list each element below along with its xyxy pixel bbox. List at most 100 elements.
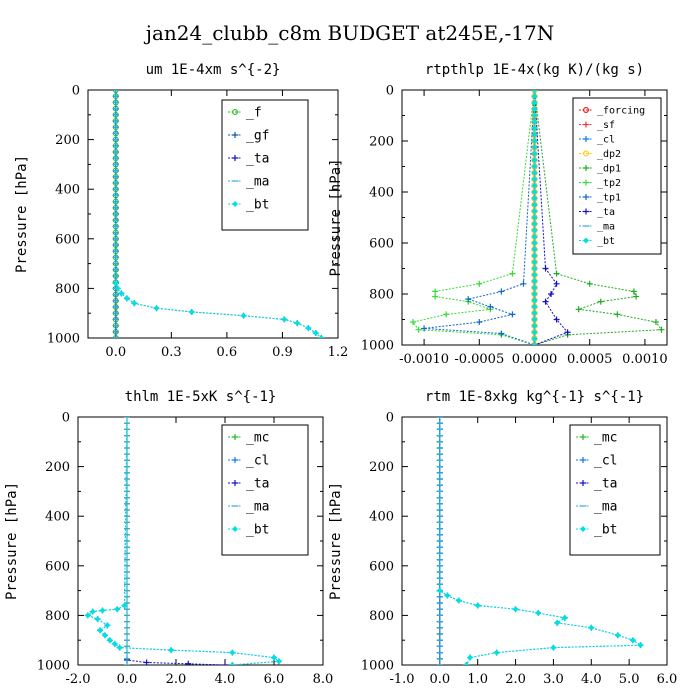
legend-entry: _mc bbox=[576, 431, 617, 446]
legend-label: _bt bbox=[246, 198, 269, 213]
legend-label: _mc bbox=[594, 431, 617, 446]
series-point bbox=[106, 637, 113, 644]
legend-label: _mc bbox=[246, 431, 269, 446]
series-point bbox=[509, 270, 516, 277]
series-point bbox=[520, 280, 527, 287]
x-tick-label: 1.0 bbox=[467, 672, 488, 687]
series-point bbox=[658, 326, 665, 333]
series-point bbox=[531, 90, 538, 93]
y-tick-label: 400 bbox=[369, 186, 394, 201]
series-point bbox=[89, 608, 96, 615]
series-point bbox=[99, 607, 106, 614]
legend-entry: _ta bbox=[228, 477, 269, 492]
legend-marker bbox=[232, 109, 238, 115]
legend-label: _ma bbox=[597, 222, 615, 233]
series-point bbox=[561, 614, 568, 621]
series-point bbox=[84, 612, 91, 619]
legend-label: _ta bbox=[594, 477, 617, 492]
y-tick-label: 200 bbox=[369, 135, 394, 150]
legend-box bbox=[572, 97, 662, 255]
series-point bbox=[467, 654, 474, 661]
x-tick-label: 0.0010 bbox=[622, 352, 668, 367]
legend-entry: _forcing bbox=[579, 106, 645, 117]
legend-entry: _dp2 bbox=[579, 149, 621, 160]
series-point bbox=[229, 662, 236, 665]
legend-entry: _bt bbox=[228, 198, 269, 213]
legend-entry: _ta bbox=[228, 152, 269, 167]
series-point bbox=[104, 622, 111, 629]
y-tick-label: 0 bbox=[62, 411, 70, 426]
panel-2: rtpthlp 1E-4x(kg K)/(kg s) Pressure [hPa]… bbox=[328, 62, 668, 367]
series-line bbox=[534, 90, 569, 345]
series-tp1 bbox=[421, 90, 538, 345]
legend: _mc _cl _ta _ma _bt bbox=[221, 424, 309, 556]
y-tick-label: 400 bbox=[369, 510, 394, 525]
series-bt bbox=[436, 417, 644, 665]
legend-marker bbox=[232, 132, 238, 138]
y-tick-label: 800 bbox=[369, 288, 394, 303]
legend-label: _dp2 bbox=[597, 149, 621, 160]
series-point bbox=[318, 335, 325, 338]
y-tick-label: 800 bbox=[45, 609, 70, 624]
series-point bbox=[111, 640, 118, 647]
series-ta bbox=[531, 90, 571, 345]
series-point bbox=[548, 291, 555, 297]
panel-title: thlm 1E-5xK s^{-1} bbox=[125, 389, 277, 405]
legend-marker bbox=[583, 150, 589, 157]
series-point bbox=[614, 311, 621, 318]
series-point bbox=[531, 342, 538, 345]
legend-entry: _ma bbox=[228, 175, 269, 190]
series-point bbox=[531, 252, 538, 259]
series-tp2 bbox=[410, 90, 538, 345]
y-axis-label: Pressure [hPa] bbox=[4, 482, 20, 600]
legend-entry: _sf bbox=[579, 120, 615, 131]
legend-entry: _ma bbox=[228, 500, 269, 515]
series-point bbox=[436, 587, 443, 594]
panel-3: thlm 1E-5xK s^{-1} Pressure [hPa] 0 200 400 6… bbox=[4, 389, 333, 687]
series-point bbox=[443, 311, 450, 318]
series-point bbox=[531, 106, 538, 113]
legend-entry: _tp1 bbox=[579, 193, 621, 204]
series-point bbox=[531, 163, 538, 170]
y-tick-label: 200 bbox=[369, 460, 394, 475]
series-bt bbox=[531, 90, 538, 345]
series-point bbox=[229, 649, 236, 656]
legend-label: _sf bbox=[597, 120, 615, 131]
legend-entry: _ma bbox=[579, 222, 615, 233]
series-point bbox=[498, 288, 505, 295]
series-point bbox=[463, 662, 470, 665]
legend-marker bbox=[580, 480, 586, 486]
series-point bbox=[629, 637, 636, 644]
series-line bbox=[126, 417, 226, 665]
y-tick-label: 400 bbox=[45, 510, 70, 525]
series-point bbox=[531, 112, 538, 119]
x-tick-label: -0.0010 bbox=[399, 352, 449, 367]
legend-label: _bt bbox=[594, 523, 617, 538]
series-point bbox=[586, 280, 593, 287]
legend-entry: _ta bbox=[576, 477, 617, 492]
y-tick-label: 600 bbox=[369, 559, 394, 574]
series-point bbox=[531, 233, 538, 240]
legend-marker bbox=[583, 107, 589, 113]
series-point bbox=[554, 619, 561, 626]
series-point bbox=[455, 597, 462, 604]
legend-label: _ma bbox=[246, 175, 269, 190]
series-point bbox=[531, 208, 538, 215]
plot-area bbox=[410, 90, 665, 345]
series-point bbox=[564, 329, 571, 336]
legend-marker bbox=[232, 434, 238, 440]
x-tick-label: 0.0000 bbox=[512, 352, 558, 367]
plot-area bbox=[436, 417, 644, 665]
series-point bbox=[509, 311, 516, 318]
legend-entry: _cl bbox=[576, 454, 617, 469]
legend: _mc _cl _ta _ma _bt bbox=[569, 424, 661, 556]
series-point bbox=[101, 632, 108, 639]
series-point bbox=[94, 616, 101, 623]
legend-marker bbox=[583, 179, 589, 186]
series-point bbox=[114, 606, 121, 613]
series-point bbox=[531, 169, 538, 176]
legend-marker bbox=[580, 526, 586, 532]
legend-entry: _tp2 bbox=[579, 178, 621, 189]
legend-marker bbox=[232, 155, 238, 161]
series-point bbox=[633, 293, 640, 300]
